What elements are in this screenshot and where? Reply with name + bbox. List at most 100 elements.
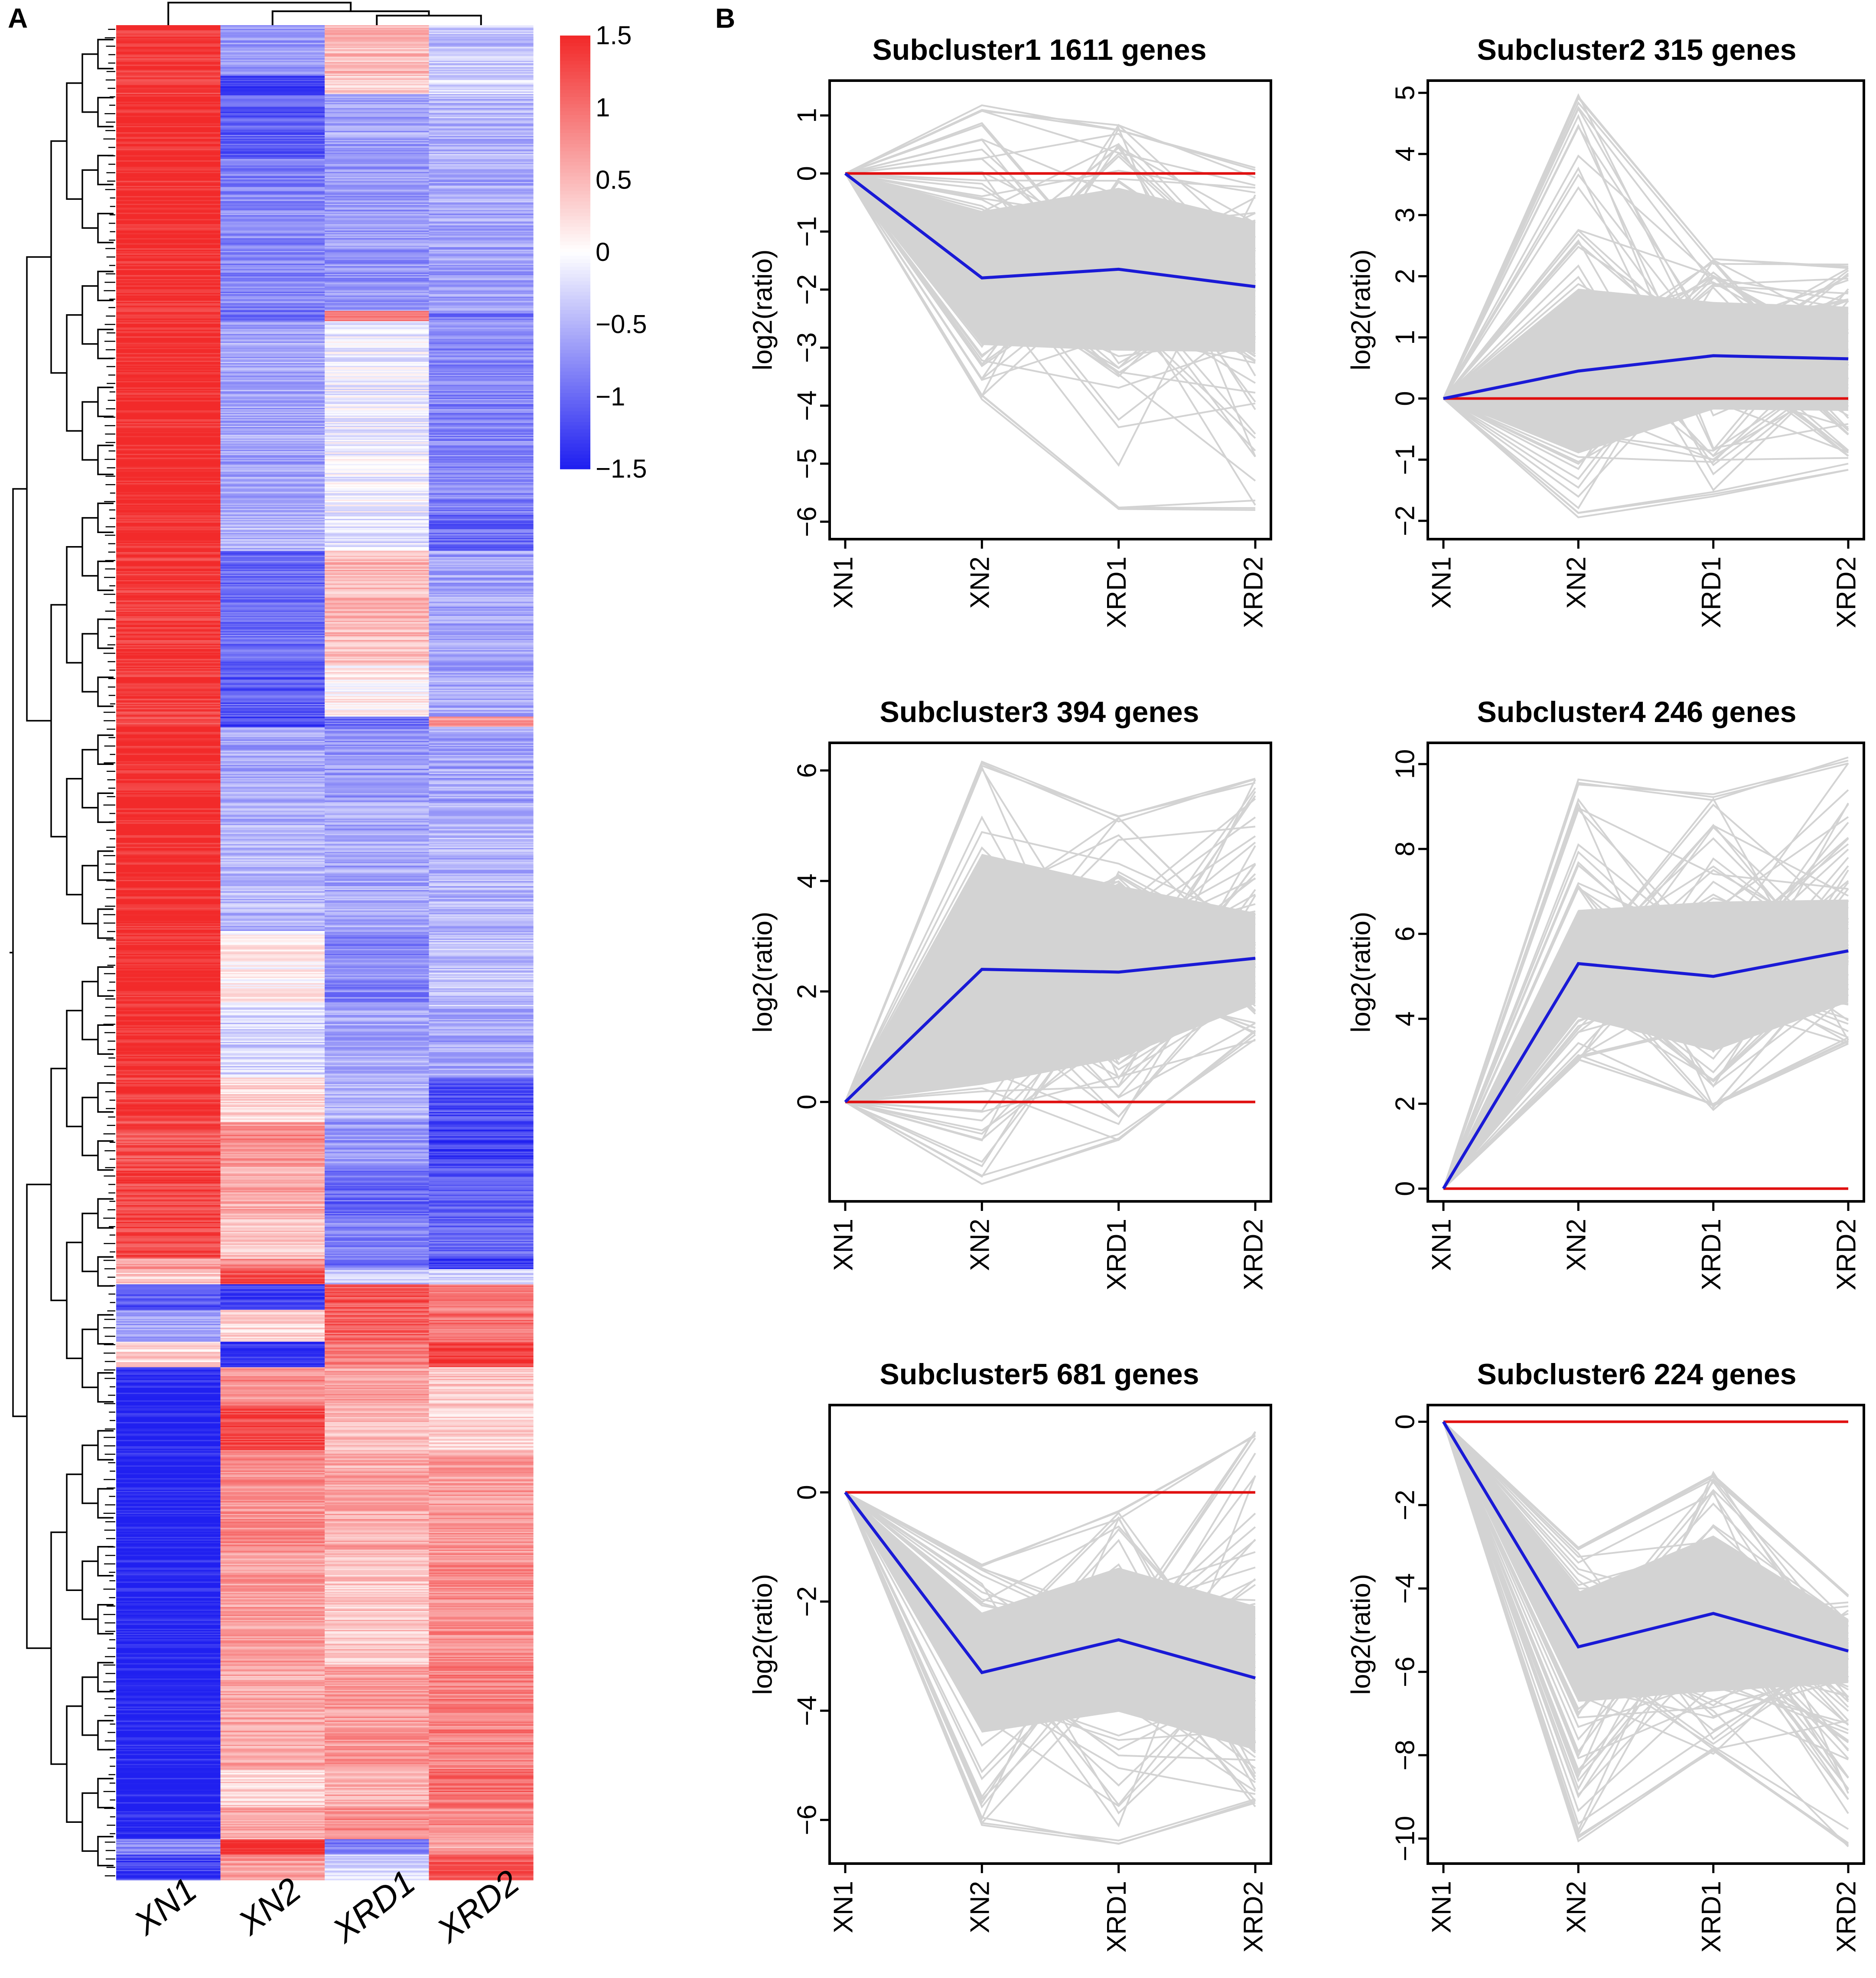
heatmap-cell [325,400,430,402]
heatmap-cell [429,803,534,805]
heatmap-cell [429,1305,534,1306]
heatmap-cell [429,655,534,657]
heatmap-cell [116,1117,221,1119]
heatmap-cell [429,288,534,290]
heatmap-cell [220,1049,325,1051]
heatmap-cell [325,1163,430,1165]
heatmap-cell [220,732,325,734]
heatmap-cell [325,881,430,883]
heatmap-cell [429,1474,534,1476]
heatmap-cell [429,900,534,902]
heatmap-cell [116,1066,221,1068]
heatmap-cell [429,49,534,51]
heatmap-cell [325,1426,430,1428]
heatmap-cell [116,418,221,420]
heatmap-cell [429,205,534,207]
heatmap-cell [116,839,221,841]
heatmap-cell [220,1282,325,1283]
heatmap-cell [220,625,325,627]
heatmap-cell [116,496,221,498]
heatmap-cell [429,1167,534,1169]
heatmap-cell [220,1298,325,1300]
heatmap-cell [116,1179,221,1181]
heatmap-cell [220,496,325,498]
heatmap-cell [220,568,325,570]
heatmap-cell [325,1432,430,1434]
heatmap-cell [325,50,430,52]
heatmap-cell [429,269,534,270]
heatmap-cell [220,673,325,675]
heatmap-cell [220,1409,325,1411]
heatmap-cell [325,429,430,431]
heatmap-cell [220,1215,325,1217]
heatmap-cell [220,1432,325,1434]
heatmap-cell [116,1182,221,1184]
heatmap-cell [429,867,534,869]
heatmap-cell [116,252,221,254]
heatmap-cell [325,979,430,981]
heatmap-cell [220,313,325,315]
heatmap-cell [116,1347,221,1349]
heatmap-cell [325,1459,430,1461]
heatmap-cell [429,1100,534,1102]
heatmap-cell [220,35,325,37]
heatmap-cell [429,943,534,945]
heatmap-cell [220,596,325,599]
heatmap-cell [429,309,534,311]
heatmap-cell [116,48,221,50]
heatmap-cell [429,598,534,600]
heatmap-cell [220,238,325,240]
heatmap-cell [116,745,221,746]
heatmap-cell [116,636,221,638]
heatmap-cell [220,1003,325,1005]
heatmap-cell [116,1389,221,1391]
row-dendrogram-branch [81,169,98,229]
heatmap-cell [429,68,534,70]
heatmap-cell [220,1113,325,1115]
heatmap-cell [116,707,221,709]
heatmap-cell [116,1242,221,1244]
heatmap-cell [429,478,534,480]
heatmap-cell [429,552,534,554]
heatmap-cell [220,667,325,669]
heatmap-cell [220,1297,325,1299]
heatmap-cell [429,1431,534,1433]
heatmap-cell [325,1012,430,1014]
heatmap-cell [325,205,430,207]
heatmap-cell [220,1487,325,1489]
heatmap-cell [325,1437,430,1439]
heatmap-cell [220,1343,325,1345]
heatmap-cell [429,1220,534,1222]
heatmap-cell [325,442,430,444]
heatmap-cell [429,1451,534,1453]
heatmap-cell [429,1327,534,1329]
heatmap-cell [325,299,430,301]
heatmap-cell [220,531,325,534]
heatmap-cell [220,1014,325,1015]
heatmap-cell [325,1019,430,1021]
heatmap-cell [325,1412,430,1414]
heatmap-cell [116,667,221,669]
heatmap-cell [116,362,221,364]
heatmap-cell [429,300,534,303]
heatmap-cell [220,306,325,308]
heatmap-cell [220,888,325,891]
heatmap-cell [325,953,430,956]
heatmap-cell [116,423,221,425]
heatmap-cell [116,1335,221,1337]
heatmap-cell [220,1291,325,1292]
heatmap-cell [325,839,430,841]
heatmap-cell [429,114,534,116]
heatmap-cell [325,1049,430,1051]
heatmap-cell [116,845,221,847]
heatmap-cell [116,299,221,301]
heatmap-cell [325,84,430,85]
heatmap-cell [116,372,221,374]
heatmap-cell [429,834,534,836]
heatmap-cell [116,1152,221,1153]
heatmap-cell [429,722,534,723]
heatmap-cell [325,1152,430,1153]
heatmap-cell [116,1297,221,1299]
heatmap-cell [429,950,534,952]
heatmap-cell [325,201,430,203]
